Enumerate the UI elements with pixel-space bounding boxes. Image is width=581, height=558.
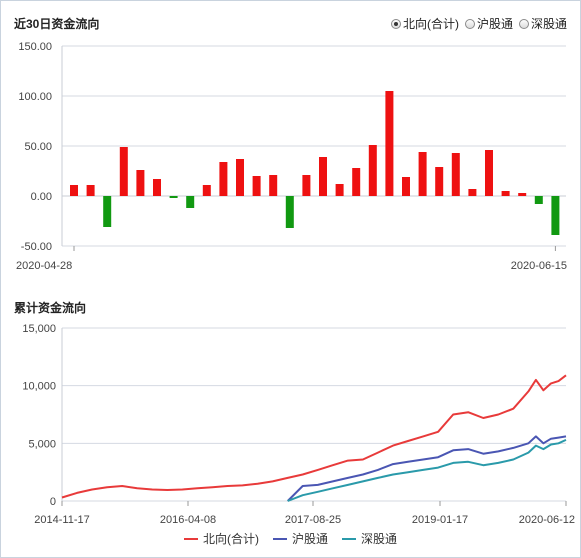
sh-series-line: [286, 435, 567, 502]
x-tick-label: 2020-06-15: [511, 260, 567, 272]
bar: [70, 185, 78, 196]
x-tick-label: 2019-01-17: [412, 514, 468, 526]
top-chart-title: 近30日资金流向: [14, 17, 100, 31]
bottom-chart-title: 累计资金流向: [14, 301, 87, 315]
y-tick-label: 150.00: [18, 41, 52, 53]
bar: [186, 196, 195, 208]
bar: [518, 193, 527, 196]
bar: [352, 168, 361, 196]
x-tick-label: 2014-11-17: [34, 514, 89, 526]
y-tick-label: -50.00: [21, 241, 52, 253]
legend-sz-swatch: [342, 537, 356, 540]
bar: [385, 91, 394, 196]
radio-unchecked-icon[interactable]: [518, 18, 529, 29]
bar: [451, 153, 460, 196]
bar: [269, 175, 278, 196]
bar: [368, 145, 377, 196]
bar: [86, 185, 95, 196]
daily-flow-bar-chart: 150.00 100.00 50.00 0.00 -50.00 2020-04-28 202…: [16, 41, 567, 272]
bar: [402, 177, 410, 196]
bar: [153, 179, 161, 196]
line-chart-legend: 北向(合计) 沪股通 深股通: [0, 530, 581, 547]
y-tick-label: 100.00: [18, 91, 52, 103]
bar: [468, 189, 477, 196]
bar: [435, 167, 444, 196]
bar: [236, 159, 244, 196]
legend-sz-label: 深股通: [361, 532, 398, 546]
radio-sz[interactable]: 深股通: [518, 15, 567, 32]
y-tick-label: 50.00: [24, 141, 52, 153]
radio-north-label: 北向(合计): [402, 17, 459, 31]
bar: [335, 184, 344, 196]
radio-checked-icon[interactable]: [390, 18, 401, 29]
bar: [103, 196, 112, 227]
bar: [551, 196, 560, 235]
bar: [252, 176, 261, 196]
x-tick-label: 2016-04-08: [160, 514, 216, 526]
radio-sh-label: 沪股通: [476, 17, 513, 31]
y-tick-label: 0.00: [31, 191, 52, 203]
legend-sh[interactable]: 沪股通: [272, 530, 328, 547]
bar: [169, 196, 178, 198]
x-tick-label: 2020-04-28: [16, 260, 72, 272]
bar: [319, 157, 327, 196]
radio-sz-label: 深股通: [530, 17, 567, 31]
radio-unchecked-icon[interactable]: [464, 18, 475, 29]
bar: [501, 191, 510, 196]
bar: [219, 162, 228, 196]
y-tick-label: 10,000: [22, 381, 56, 393]
bar: [136, 170, 145, 196]
bar: [485, 150, 493, 196]
legend-sz[interactable]: 深股通: [342, 530, 397, 547]
radio-sh[interactable]: 沪股通: [464, 15, 513, 32]
y-tick-label: 15,000: [22, 323, 56, 335]
cumulative-flow-line-chart: 15,000 10,000 5,000 0 2014-11-17 2016-04-08 20…: [22, 323, 575, 526]
bar: [302, 175, 311, 196]
bar: [202, 185, 211, 196]
legend-sh-swatch: [272, 537, 287, 540]
bar: [534, 196, 543, 204]
y-tick-label: 0: [50, 496, 56, 508]
bar: [418, 152, 427, 196]
legend-sh-label: 沪股通: [291, 532, 328, 546]
legend-north[interactable]: 北向(合计): [183, 530, 259, 547]
sz-series-line: [287, 438, 567, 502]
legend-north-label: 北向(合计): [202, 532, 259, 546]
x-tick-label: 2017-08-25: [285, 514, 341, 526]
radio-north[interactable]: 北向(合计): [390, 15, 459, 32]
bar: [119, 147, 128, 196]
legend-north-swatch: [183, 537, 198, 540]
y-tick-label: 5,000: [28, 438, 56, 450]
x-tick-label: 2020-06-12: [519, 514, 575, 526]
north-series-line: [61, 374, 567, 499]
series-selector: 北向(合计) 沪股通 深股通: [390, 15, 567, 32]
bar: [285, 196, 294, 228]
